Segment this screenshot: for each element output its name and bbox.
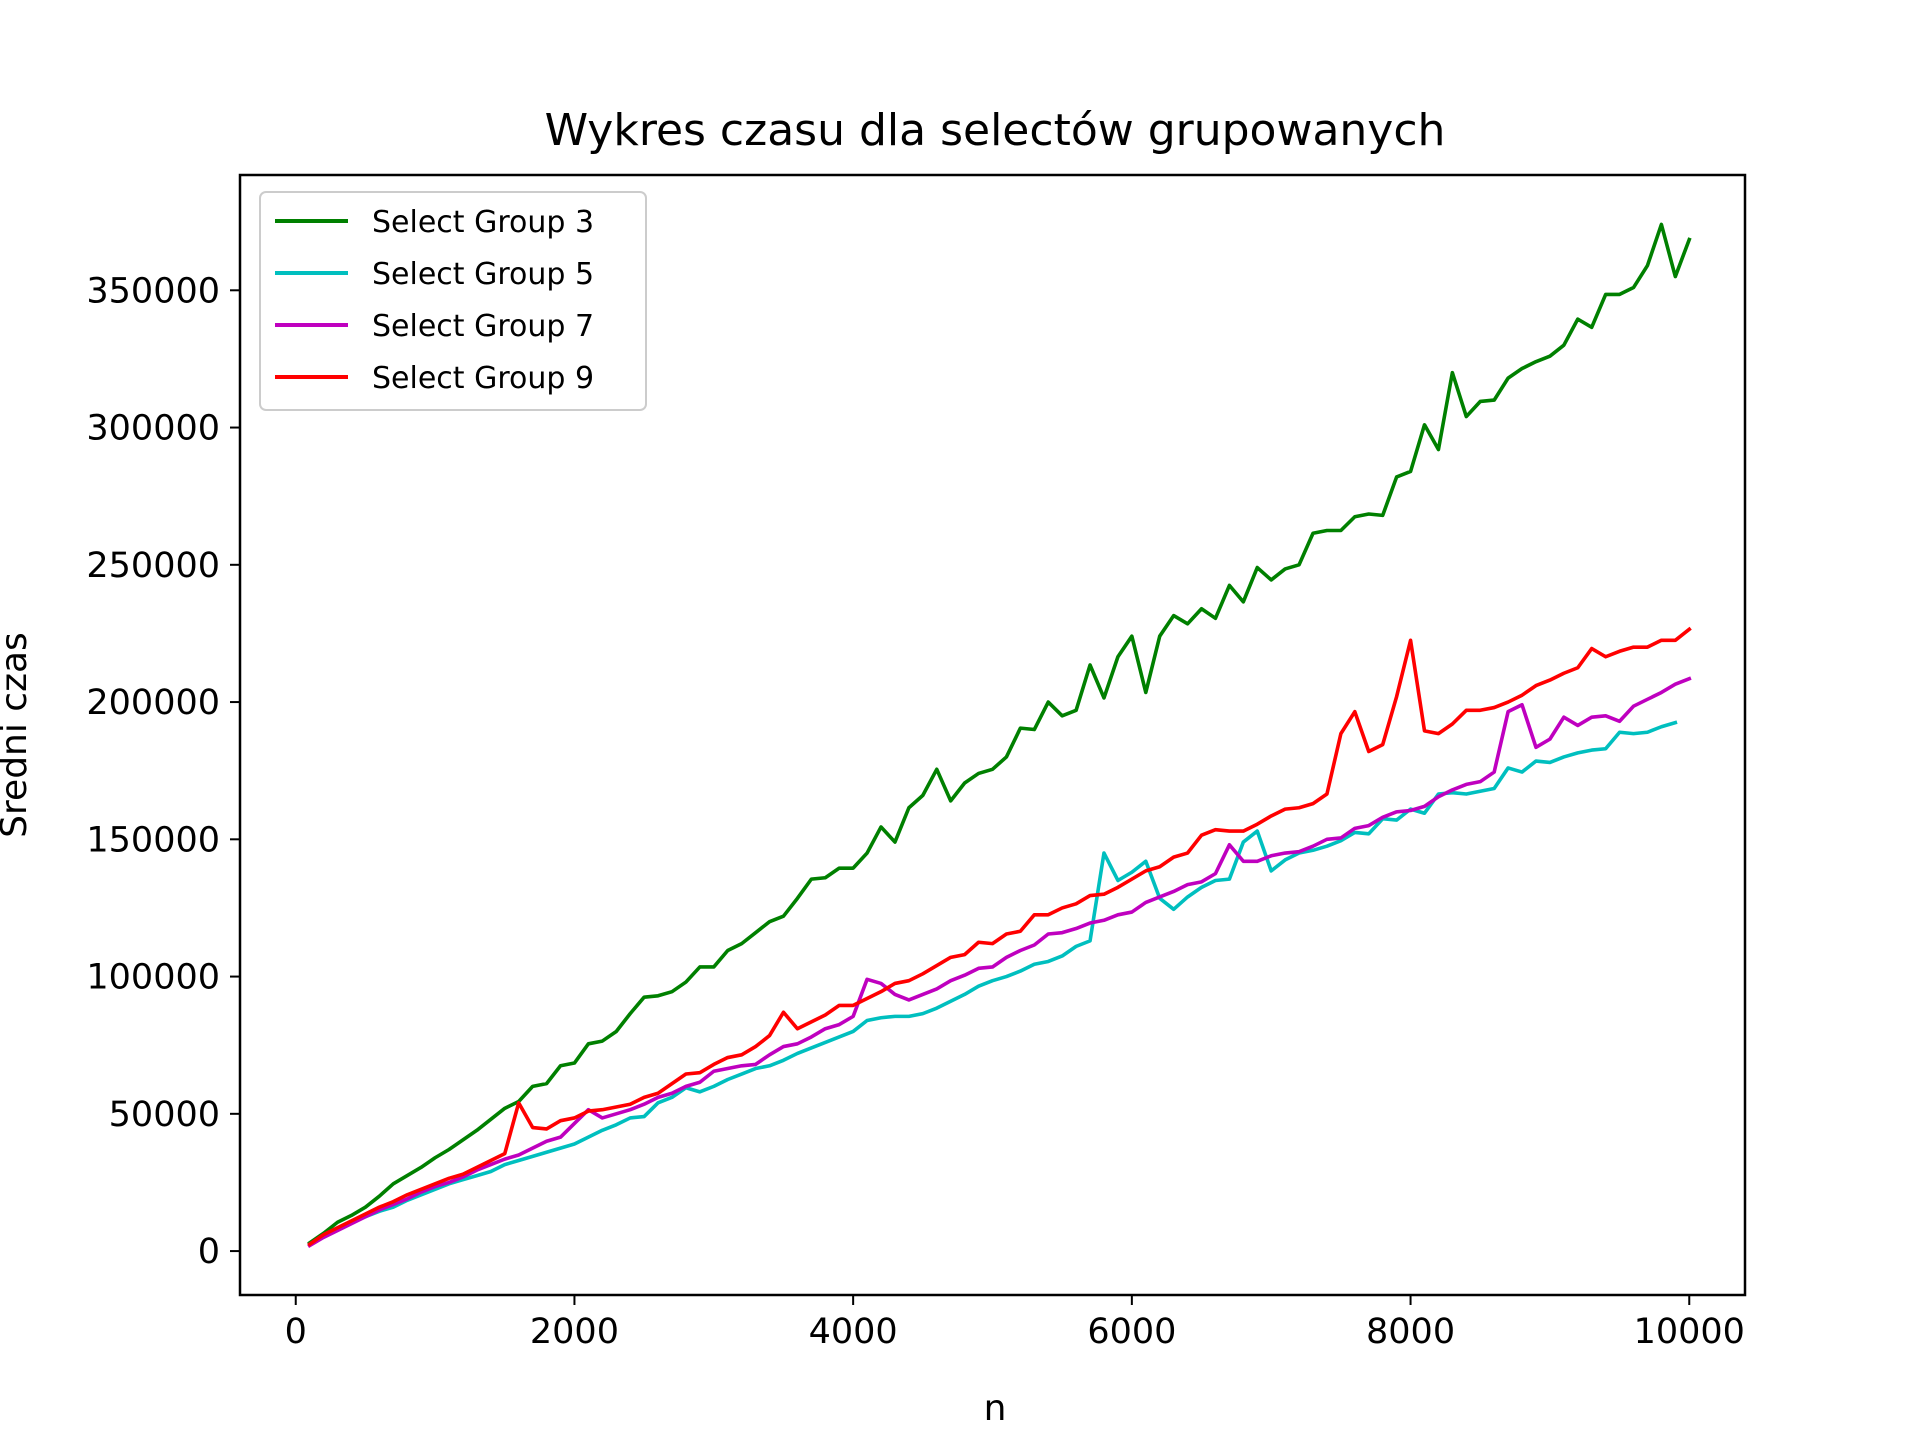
x-axis-label: n	[984, 1388, 1007, 1429]
x-tick-label: 4000	[809, 1312, 898, 1352]
x-tick-label: 8000	[1366, 1312, 1455, 1352]
chart-title: Wykres czasu dla selectów grupowanych	[545, 105, 1446, 156]
x-tick-label: 10000	[1634, 1312, 1745, 1352]
legend-label-2: Select Group 5	[372, 257, 594, 292]
y-tick-label: 300000	[86, 409, 220, 449]
x-axis: 0 2000 4000 6000 8000 10000	[285, 1295, 1745, 1352]
series-layer	[307, 222, 1692, 1249]
legend-label-4: Select Group 9	[372, 361, 594, 396]
plot-frame	[238, 173, 1747, 1297]
legend: Select Group 3 Select Group 5 Select Group…	[259, 191, 647, 411]
y-axis-label: Sredni czas	[0, 632, 35, 838]
legend-box	[259, 191, 647, 411]
x-tick-label: 0	[285, 1312, 307, 1352]
y-tick-label: 0	[198, 1232, 220, 1272]
y-tick-label: 150000	[86, 820, 220, 860]
y-tick-label: 200000	[86, 683, 220, 723]
y-tick-label: 350000	[86, 271, 220, 311]
legend-label-1: Select Group 3	[372, 205, 594, 240]
y-tick-label: 250000	[86, 546, 220, 586]
x-tick-label: 2000	[530, 1312, 619, 1352]
legend-label-3: Select Group 7	[372, 309, 594, 344]
y-axis: 0 50000 100000 150000 200000 250000 300000 3500…	[86, 271, 240, 1272]
x-tick-label: 6000	[1087, 1312, 1176, 1352]
series-line-1	[307, 222, 1692, 1246]
y-tick-label: 50000	[109, 1095, 220, 1135]
y-tick-label: 100000	[86, 958, 220, 998]
series-line-3	[307, 676, 1692, 1249]
series-line-4	[307, 626, 1692, 1247]
